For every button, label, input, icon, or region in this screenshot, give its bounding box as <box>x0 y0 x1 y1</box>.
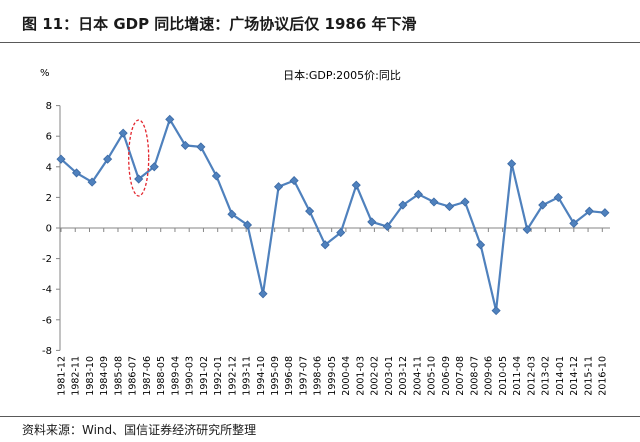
source-divider <box>0 416 640 417</box>
data-point-marker <box>444 202 455 212</box>
y-unit-label: % <box>40 68 50 79</box>
x-tick-label: 2014-12 <box>569 356 580 396</box>
y-tick-label: 4 <box>46 162 52 173</box>
x-tick-label: 1993-11 <box>242 356 253 396</box>
x-tick-label: 1983-10 <box>85 356 96 396</box>
source-note: 资料来源：Wind、国信证券经济研究所整理 <box>22 423 257 437</box>
x-tick-label: 2014-01 <box>555 356 566 396</box>
highlight-ellipse <box>128 119 150 197</box>
x-tick-label: 1994-10 <box>256 356 267 396</box>
data-point-marker <box>351 180 361 190</box>
data-point-marker <box>460 197 470 207</box>
x-tick-label: 2009-06 <box>484 356 495 396</box>
x-tick-label: 2010-05 <box>498 356 509 396</box>
x-tick-label: 2015-11 <box>583 356 594 396</box>
x-tick-label: 1992-01 <box>213 356 224 396</box>
x-tick-label: 2006-09 <box>441 356 452 396</box>
data-point-marker <box>382 221 392 232</box>
chart-title: 日本:GDP:2005价:同比 <box>283 68 401 82</box>
data-point-marker <box>227 209 237 219</box>
data-point-marker <box>569 218 579 228</box>
data-point-marker <box>134 174 144 184</box>
data-point-marker <box>196 142 206 152</box>
x-axis: 1981-12 1982-11 1983-10 1984-09 1985-08 1986-… <box>56 227 610 396</box>
y-tick-label: 0 <box>46 224 52 235</box>
data-point-marker <box>522 224 532 235</box>
y-tick-label: -6 <box>42 315 52 326</box>
data-point-marker <box>103 154 113 164</box>
x-tick-label: 2007-08 <box>455 356 466 396</box>
x-tick-label: 2016-10 <box>598 356 609 396</box>
x-tick-label: 2003-01 <box>384 356 395 396</box>
x-tick-label: 1981-12 <box>56 356 67 396</box>
x-tick-label: 2003-12 <box>398 356 409 396</box>
x-tick-label: 2004-11 <box>412 356 423 396</box>
data-point-marker <box>429 197 439 207</box>
x-tick-label: 1985-08 <box>113 356 124 396</box>
data-point-marker <box>242 220 253 230</box>
y-tick-label: 6 <box>46 132 52 143</box>
data-point-marker <box>56 154 66 164</box>
x-tick-label: 2005-10 <box>427 356 438 396</box>
x-tick-label: 1992-12 <box>227 356 238 396</box>
series-markers <box>56 114 610 316</box>
title-divider <box>0 42 640 43</box>
x-tick-label: 1999-05 <box>327 356 338 396</box>
y-tick-label: -8 <box>42 346 52 357</box>
x-tick-label: 1988-05 <box>156 356 167 396</box>
data-point-marker <box>320 240 330 250</box>
data-point-marker <box>289 176 299 186</box>
x-tick-label: 1984-09 <box>99 356 110 396</box>
data-point-marker <box>398 200 408 210</box>
y-tick-label: 2 <box>46 193 52 204</box>
data-point-marker <box>118 128 128 138</box>
x-tick-label: 1997-07 <box>298 356 309 396</box>
data-point-marker <box>211 171 221 181</box>
x-tick-label: 1995-09 <box>270 356 281 396</box>
y-tick-label: -4 <box>42 285 52 296</box>
x-tick-label: 1998-06 <box>313 356 324 396</box>
x-tick-label: 1989-04 <box>170 356 181 396</box>
data-point-marker <box>273 182 284 192</box>
data-point-marker <box>584 206 594 216</box>
y-tick-label: -2 <box>42 254 52 265</box>
data-point-marker <box>87 177 97 187</box>
x-tick-label: 1996-08 <box>284 356 295 396</box>
x-tick-label: 2008-07 <box>469 356 480 396</box>
y-axis: 8 6 4 2 0 -2 -4 -6 -8 <box>42 101 61 357</box>
data-point-marker <box>71 168 82 178</box>
data-point-marker <box>180 140 190 150</box>
x-tick-label: 1990-03 <box>185 356 196 396</box>
data-point-marker <box>476 240 486 250</box>
y-ticks: 8 6 4 2 0 -2 -4 -6 -8 <box>42 101 60 357</box>
data-point-marker <box>367 217 377 227</box>
x-tick-label: 2001-03 <box>355 356 366 396</box>
data-point-marker <box>165 114 175 124</box>
x-tick-label: 2011-04 <box>512 356 523 396</box>
x-tick-label: 1986-07 <box>128 356 139 396</box>
x-tick-label: 2002-02 <box>370 356 381 396</box>
series-line <box>60 118 606 312</box>
data-point-marker <box>336 228 346 238</box>
x-tick-label: 2012-03 <box>526 356 537 396</box>
data-point-marker <box>258 289 268 299</box>
data-point-marker <box>538 200 548 210</box>
y-tick-label: 8 <box>46 101 52 112</box>
x-tick-label: 2013-02 <box>541 356 552 396</box>
x-tick-label: 2000-04 <box>341 356 352 396</box>
figure-title: 图 11：日本 GDP 同比增速：广场协议后仅 1986 年下滑 <box>22 15 417 33</box>
x-tick-label: 1987-06 <box>142 356 153 396</box>
data-point-marker <box>491 306 501 316</box>
data-point-marker <box>553 192 563 202</box>
data-point-marker <box>149 162 159 172</box>
x-ticks: 1981-12 1982-11 1983-10 1984-09 1985-08 1986-… <box>56 228 609 396</box>
data-point-marker <box>305 206 315 216</box>
data-point-marker <box>413 189 423 199</box>
x-tick-label: 1982-11 <box>71 356 82 396</box>
data-point-marker <box>600 208 610 218</box>
data-point-marker <box>507 159 517 169</box>
x-tick-label: 1991-02 <box>199 356 210 396</box>
